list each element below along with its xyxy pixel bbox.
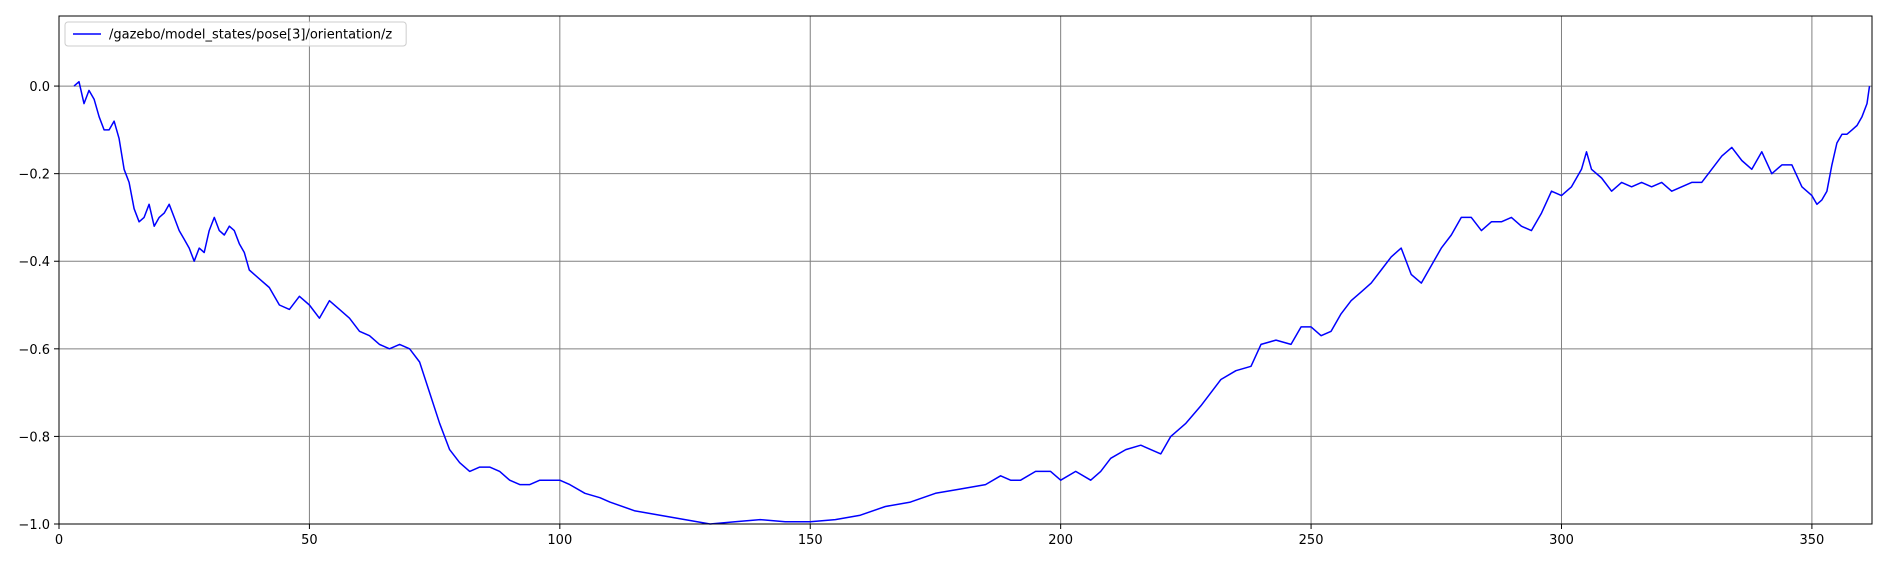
y-tick-label: 0.0 — [29, 80, 50, 95]
y-tick-label: −0.6 — [18, 343, 50, 358]
y-tick-label: −0.2 — [18, 168, 50, 183]
plot-area — [59, 16, 1872, 524]
x-tick-label: 0 — [55, 533, 63, 548]
x-tick-label: 200 — [1048, 533, 1073, 548]
series-line — [73, 80, 1871, 525]
x-tick-label: 250 — [1299, 533, 1324, 548]
y-tick-label: −0.4 — [18, 255, 50, 270]
y-tick-label: −0.8 — [18, 430, 50, 445]
x-tick-label: 50 — [301, 533, 318, 548]
y-axis: 0.0 −0.2 −0.4 −0.6 −0.8 −1.0 — [18, 80, 59, 533]
legend: /gazebo/model_states/pose[3]/orientation… — [64, 21, 407, 47]
x-tick-label: 300 — [1549, 533, 1574, 548]
legend-label: /gazebo/model_states/pose[3]/orientation… — [109, 28, 392, 43]
x-tick-label: 150 — [798, 533, 823, 548]
series-layer — [73, 80, 1871, 525]
x-axis: 0 50 100 150 200 250 300 350 — [55, 524, 1824, 548]
x-tick-label: 100 — [547, 533, 572, 548]
plot-frame — [58, 15, 1873, 525]
x-tick-label: 350 — [1799, 533, 1824, 548]
y-tick-label: −1.0 — [18, 518, 50, 533]
legend-box — [64, 21, 407, 47]
